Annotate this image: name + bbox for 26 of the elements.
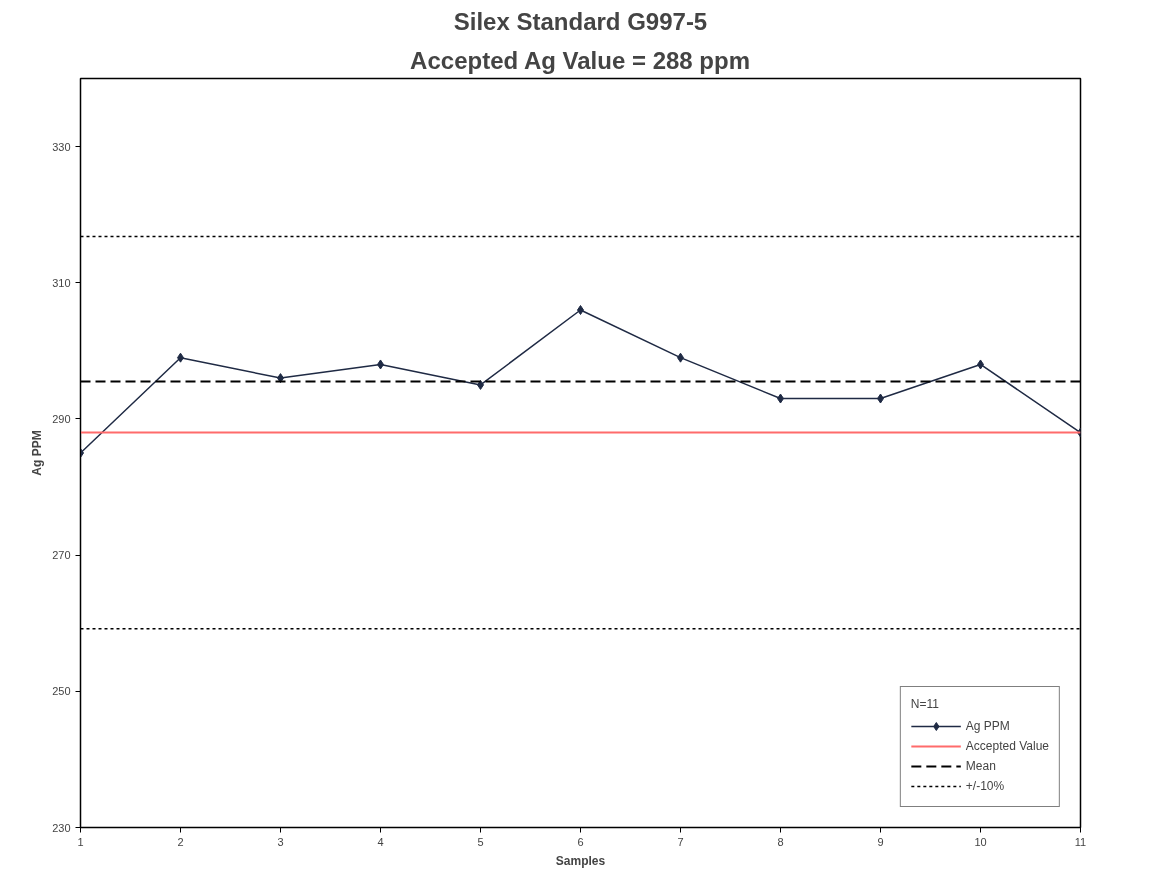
legend-label: Accepted Value: [965, 739, 1049, 753]
x-tick-label: 4: [377, 835, 384, 848]
y-tick-label: 290: [52, 412, 71, 425]
x-tick-label: 10: [974, 835, 987, 848]
y-axis-title: Ag PPM: [30, 430, 45, 476]
x-tick-label: 11: [1074, 835, 1087, 848]
x-tick-label: 9: [877, 835, 884, 848]
y-tick-label: 250: [52, 685, 71, 698]
x-tick-label: 1: [77, 835, 84, 848]
chart-subtitle: Accepted Ag Value = 288 ppm: [410, 46, 751, 74]
legend-label: +/-10%: [965, 779, 1005, 793]
x-tick-label: 6: [577, 835, 584, 848]
x-tick-label: 2: [177, 835, 184, 848]
x-tick-label: 5: [477, 835, 484, 848]
x-tick-label: 3: [277, 835, 284, 848]
x-tick-label: 7: [677, 835, 684, 848]
y-tick-label: 230: [52, 821, 71, 834]
legend-label: Mean: [965, 759, 996, 773]
y-tick-label: 270: [52, 549, 71, 562]
y-tick-label: 310: [52, 276, 71, 289]
y-tick-label: 330: [52, 140, 71, 153]
chart-title: Silex Standard G997-5: [453, 7, 708, 35]
legend-label: Ag PPM: [965, 719, 1010, 733]
x-axis-title: Samples: [555, 853, 606, 868]
legend-title: N=11: [910, 697, 940, 711]
x-tick-label: 8: [777, 835, 784, 848]
